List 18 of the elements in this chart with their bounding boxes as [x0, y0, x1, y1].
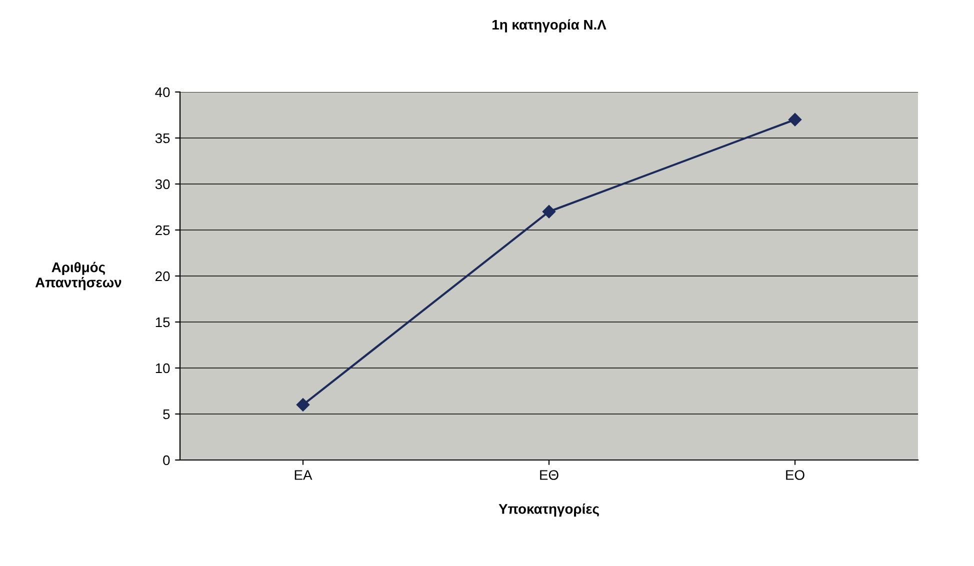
y-tick-label: 25 [156, 225, 170, 236]
point [788, 113, 802, 126]
y-tick-label: 40 [155, 87, 170, 98]
point [296, 398, 310, 412]
y-tick-label: 30 [155, 179, 170, 190]
y-tick-label: 35 [155, 133, 170, 144]
point [542, 205, 556, 218]
chart-title: 1η κατηγορία Ν.Λ [492, 19, 606, 32]
x-tick-label: ΕΑ [294, 470, 312, 480]
y-tick-label: 5 [163, 409, 170, 420]
x-axis-title: Υποκατηγορίες [498, 504, 599, 517]
x-tick-label: ΕΘ [540, 470, 558, 480]
y-axis-title: Αριθμός Απαντήσεων [35, 262, 122, 290]
y-tick-label: 15 [156, 317, 170, 328]
y-tick-label: 0 [163, 455, 170, 466]
y-tick-label: 10 [156, 363, 170, 374]
y-tick-label: 20 [156, 271, 170, 282]
x-tick-label: ΕΟ [786, 470, 804, 480]
